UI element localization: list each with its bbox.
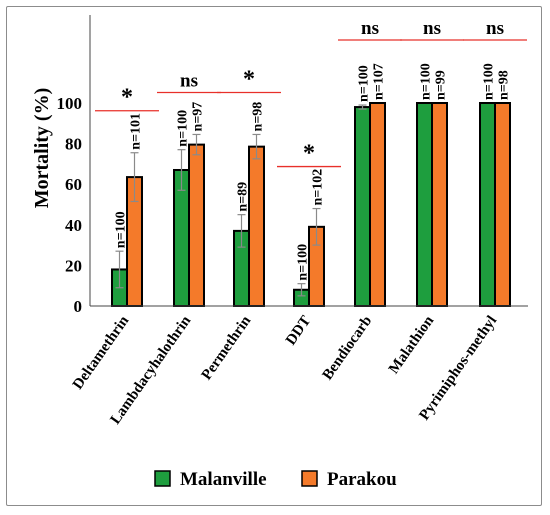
n-label-deltamethrin-malanville: n=100 <box>114 211 129 248</box>
legend-label-parakou: Parakou <box>327 469 397 490</box>
axes <box>89 15 528 307</box>
n-label-ddt-parakou: n=102 <box>311 169 326 206</box>
n-label-malathion-parakou: n=99 <box>434 70 449 100</box>
y-tick-label-40: 40 <box>65 216 82 235</box>
category-label-permethrin: Permethrin <box>199 313 255 383</box>
significance-label-lambdacyhalothrin: ns <box>180 70 198 91</box>
error-bar-deltamethrin-malanville <box>115 250 124 289</box>
significance-label-permethrin: * <box>243 66 255 92</box>
n-label-ddt-malanville: n=100 <box>296 244 311 281</box>
figure-frame <box>6 6 542 506</box>
n-label-deltamethrin-parakou: n=101 <box>129 113 144 150</box>
y-tick-label-20: 20 <box>65 256 82 275</box>
error-bar-deltamethrin-parakou <box>130 152 139 203</box>
error-bar-bendiocarb-malanville <box>358 104 367 110</box>
bar-malathion-parakou <box>431 102 448 307</box>
n-label-permethrin-parakou: n=98 <box>251 102 266 132</box>
y-tick-label-0: 0 <box>74 297 83 316</box>
y-tick-label-80: 80 <box>65 135 82 154</box>
n-label-pyrimiphos-methyl-parakou: n=98 <box>497 70 512 100</box>
y-axis-label: Mortality (%) <box>31 88 53 209</box>
category-label-deltamethrin: Deltamethrin <box>70 313 133 393</box>
error-bar-lambdacyhalothrin-malanville <box>177 149 186 191</box>
significance-label-ddt: * <box>303 141 315 167</box>
legend-label-malanville: Malanville <box>180 469 267 490</box>
n-label-bendiocarb-parakou: n=107 <box>372 63 387 100</box>
error-bar-permethrin-malanville <box>237 214 246 248</box>
significance-label-pyrimiphos-methyl: ns <box>486 18 504 39</box>
legend-swatch-parakou <box>301 470 318 487</box>
bar-lambdacyhalothrin-parakou <box>188 143 205 307</box>
significance-label-malathion: ns <box>423 18 441 39</box>
legend: Malanville Parakou <box>154 469 397 490</box>
n-label-lambdacyhalothrin-parakou: n=97 <box>191 102 206 132</box>
legend-swatch-malanville <box>154 470 171 487</box>
error-bar-ddt-malanville <box>297 283 306 297</box>
n-label-malathion-malanville: n=100 <box>419 63 434 100</box>
y-tick-label-100: 100 <box>57 94 83 113</box>
bar-pyrimiphos-methyl-malanville <box>479 102 496 307</box>
error-bar-permethrin-parakou <box>252 133 261 160</box>
significance-label-deltamethrin: * <box>121 85 133 111</box>
error-bar-ddt-parakou <box>312 207 321 246</box>
bar-pyrimiphos-methyl-parakou <box>494 102 511 307</box>
bar-bendiocarb-malanville <box>354 106 371 307</box>
bar-bendiocarb-parakou <box>369 102 386 307</box>
n-label-permethrin-malanville: n=89 <box>236 182 251 212</box>
significance-markers: * ns * * ns ns ns <box>95 18 527 168</box>
y-tick-label-60: 60 <box>65 175 82 194</box>
category-label-bendiocarb: Bendiocarb <box>320 313 376 383</box>
category-label-malathion: Malathion <box>386 313 438 377</box>
error-bar-lambdacyhalothrin-parakou <box>192 133 201 156</box>
bar-permethrin-parakou <box>248 145 265 307</box>
category-label-ddt: DDT <box>283 313 314 348</box>
n-label-pyrimiphos-methyl-malanville: n=100 <box>482 63 497 100</box>
bar-malathion-malanville <box>416 102 433 307</box>
n-label-bendiocarb-malanville: n=100 <box>357 65 372 102</box>
y-axis-ticks: 0 20 40 60 80 100 <box>57 94 83 316</box>
significance-label-bendiocarb: ns <box>361 18 379 39</box>
n-label-lambdacyhalothrin-malanville: n=100 <box>176 110 191 147</box>
